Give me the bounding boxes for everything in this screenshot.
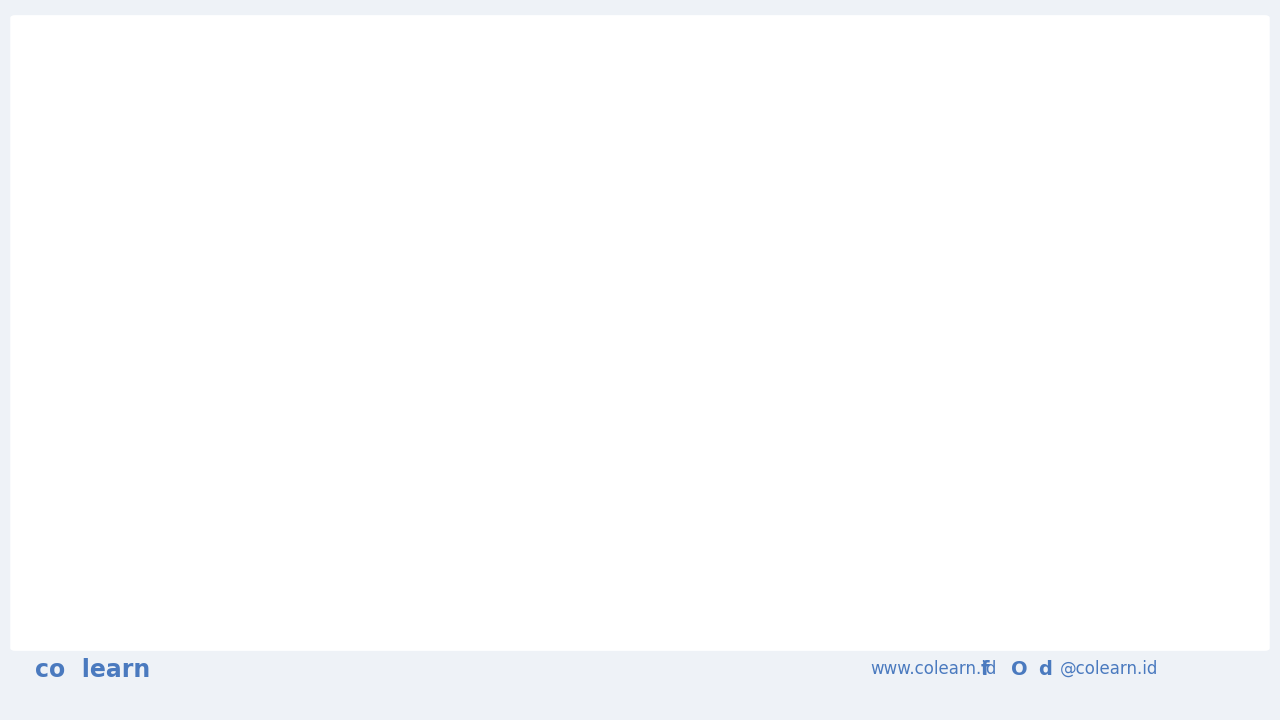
Text: $\divideontimes \ \tan^2\!A = \mathrm{Sec}^2\!A - 1$: $\divideontimes \ \tan^2\!A = \mathrm{Se… bbox=[630, 205, 863, 232]
Text: $\cos^2 A$: $\cos^2 A$ bbox=[236, 305, 311, 332]
Text: $\cos^2 B$: $\cos^2 B$ bbox=[186, 423, 257, 450]
Text: $1 - \cos^2 A - 1 + \cos^2 B$: $1 - \cos^2 A - 1 + \cos^2 B$ bbox=[60, 222, 335, 249]
Text: $\cos^2 A$: $\cos^2 A$ bbox=[58, 423, 129, 450]
Text: co  learn: co learn bbox=[35, 658, 150, 682]
Text: $.$: $.$ bbox=[287, 425, 296, 454]
Text: $(1 - \cos^2 A) - (1 - \cos^2 B)$: $(1 - \cos^2 A) - (1 - \cos^2 B)$ bbox=[38, 140, 352, 170]
Text: $-$: $-$ bbox=[205, 315, 227, 341]
Text: $\mathbf{O}$: $\mathbf{O}$ bbox=[1010, 660, 1028, 679]
Text: $=$: $=$ bbox=[26, 398, 51, 424]
Text: $\cos^2 A \cdot \cos^2 B$: $\cos^2 A \cdot \cos^2 B$ bbox=[60, 340, 220, 367]
Text: $\divideontimes \ \sin^2\!A = 1 - \cos^2\!A$: $\divideontimes \ \sin^2\!A = 1 - \cos^2… bbox=[630, 72, 860, 99]
Text: $\mathbf{f}$: $\mathbf{f}$ bbox=[980, 660, 991, 679]
Text: $\cos^2 A \cdot \cos^2 B$: $\cos^2 A \cdot \cos^2 B$ bbox=[100, 175, 269, 202]
Text: $= \tan^2 A - \tan^2 B$: $= \tan^2 A - \tan^2 B$ bbox=[288, 72, 557, 104]
Text: $\cos^2 A \cdot \cos^2 B$: $\cos^2 A \cdot \cos^2 B$ bbox=[118, 258, 287, 285]
Text: $\cos A$: $\cos A$ bbox=[663, 158, 723, 182]
Text: $1$: $1$ bbox=[196, 393, 212, 419]
Text: $1$: $1$ bbox=[68, 393, 84, 419]
Text: $= \mathrm{Sec}\ A$: $= \mathrm{Sec}\ A$ bbox=[740, 140, 841, 164]
Text: Buktikan identitas trigonometri berikut.: Buktikan identitas trigonometri berikut. bbox=[38, 32, 506, 56]
Text: $-$: $-$ bbox=[160, 408, 182, 434]
Text: $\cos^2 B$: $\cos^2 B$ bbox=[60, 305, 136, 332]
Text: $=$: $=$ bbox=[26, 308, 51, 334]
Text: $\cos^2 A \cos^2 B$: $\cos^2 A \cos^2 B$ bbox=[38, 106, 214, 136]
Text: $\sin^2 A - \sin^2 B$: $\sin^2 A - \sin^2 B$ bbox=[38, 58, 236, 88]
Text: $1$: $1$ bbox=[672, 128, 689, 154]
Text: @colearn.id: @colearn.id bbox=[1060, 660, 1158, 678]
Text: $=$: $=$ bbox=[26, 225, 51, 251]
Text: $\cos^2 A \cdot \cos^2 B$: $\cos^2 A \cdot \cos^2 B$ bbox=[232, 340, 392, 367]
Text: $\divideontimes$: $\divideontimes$ bbox=[630, 130, 649, 154]
Text: $= \mathrm{Sec}^2 A \;-\; \mathrm{Sec}^2 B$: $= \mathrm{Sec}^2 A \;-\; \mathrm{Sec}^2… bbox=[26, 475, 285, 505]
Text: $\mathbf{d}$: $\mathbf{d}$ bbox=[1038, 660, 1052, 679]
Text: www.colearn.id: www.colearn.id bbox=[870, 660, 996, 678]
